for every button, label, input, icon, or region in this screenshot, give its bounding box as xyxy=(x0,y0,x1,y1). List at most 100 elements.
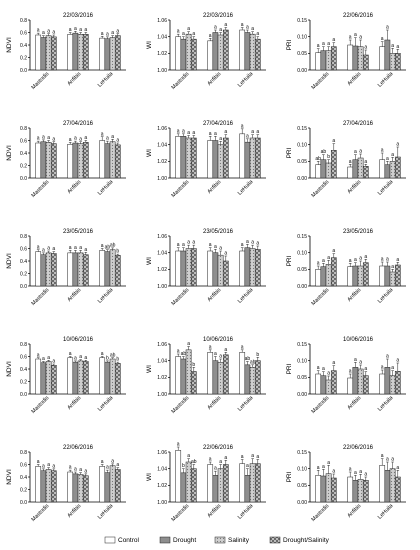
significance-letter: a xyxy=(381,257,384,263)
x-tick-label: Anfibis xyxy=(346,503,362,519)
y-tick-label: 0.00 xyxy=(297,392,307,398)
significance-letter: a xyxy=(396,257,399,263)
legend-swatch xyxy=(214,536,226,544)
significance-letter: a xyxy=(116,28,119,34)
significance-letter: a xyxy=(359,256,362,262)
x-tick-label: Anfibis xyxy=(346,395,362,411)
y-tick-label: 1.00 xyxy=(157,284,167,290)
x-tick-label: LeHuila xyxy=(97,71,115,89)
significance-letter: a xyxy=(52,136,55,142)
significance-letter: a xyxy=(396,44,399,50)
bar xyxy=(222,137,229,179)
significance-letter: a xyxy=(182,31,185,37)
significance-letter: a xyxy=(256,241,259,247)
bar xyxy=(82,254,89,287)
bar xyxy=(99,37,106,71)
significance-letter: a xyxy=(74,467,77,473)
bar xyxy=(217,362,224,395)
significance-letter: ab xyxy=(250,359,256,365)
y-tick-label: 0.10 xyxy=(297,358,307,364)
significance-letter: a xyxy=(322,258,325,264)
significance-letter: a xyxy=(187,453,190,459)
significance-letter: a xyxy=(381,148,384,154)
significance-letter: ab xyxy=(181,351,187,357)
significance-letter: a xyxy=(79,467,82,473)
significance-letter: a xyxy=(364,472,367,478)
y-axis-label: NDVI xyxy=(6,145,13,161)
bar xyxy=(249,463,256,503)
bar xyxy=(244,475,251,503)
significance-letter: a xyxy=(354,149,357,155)
y-tick-label: 0.6 xyxy=(20,138,27,144)
x-tick-label: Mastodis xyxy=(311,503,331,523)
significance-letter: b xyxy=(182,463,185,469)
bar xyxy=(185,137,192,179)
bar xyxy=(394,264,401,287)
significance-letter: a xyxy=(37,352,40,358)
bar xyxy=(244,247,251,287)
legend-label: Control xyxy=(118,537,140,544)
bar xyxy=(222,354,229,395)
bar xyxy=(325,50,332,71)
y-tick-label: 1.04 xyxy=(157,250,167,256)
bar xyxy=(40,470,47,503)
significance-letter: a xyxy=(349,467,352,473)
significance-letter: ab xyxy=(110,352,116,358)
significance-letter: a xyxy=(386,156,389,162)
bar xyxy=(352,265,359,287)
significance-letter: a xyxy=(386,25,389,31)
bar xyxy=(77,143,84,179)
significance-letter: b xyxy=(116,249,119,255)
y-axis-label: PRI xyxy=(286,147,293,158)
bar xyxy=(180,358,187,395)
bar xyxy=(222,260,229,287)
bar xyxy=(104,472,111,503)
bar xyxy=(212,475,219,503)
x-tick-label: Anfibis xyxy=(66,179,82,195)
significance-letter: a xyxy=(327,371,330,377)
bar xyxy=(249,248,256,287)
significance-letter: a xyxy=(327,460,330,466)
bar xyxy=(315,373,322,395)
significance-letter: a xyxy=(332,360,335,366)
significance-letter: ab xyxy=(315,156,321,162)
y-axis-label: NDVI xyxy=(6,253,13,269)
y-tick-label: 1.06 xyxy=(157,18,167,24)
significance-letter: a xyxy=(47,355,50,361)
bar xyxy=(347,166,354,179)
y-tick-label: 0.05 xyxy=(297,483,307,489)
significance-letter: a xyxy=(317,465,320,471)
bar xyxy=(249,137,256,179)
bar xyxy=(40,362,47,395)
significance-letter: a xyxy=(256,31,259,37)
bar xyxy=(190,468,197,503)
significance-letter: a xyxy=(116,462,119,468)
significance-letter: a xyxy=(177,128,180,134)
bar xyxy=(239,250,246,287)
x-tick-label: LeHuila xyxy=(97,503,115,521)
significance-letter: a xyxy=(37,244,40,250)
y-tick-label: 1.04 xyxy=(157,142,167,148)
bar xyxy=(67,144,74,179)
panel-date-title: 23/05/2016 xyxy=(63,229,94,235)
bar xyxy=(315,164,322,179)
panel-date-title: 22/03/2016 xyxy=(63,13,94,19)
significance-letter: a xyxy=(349,159,352,165)
bar xyxy=(67,471,74,503)
significance-letter: a xyxy=(47,246,50,252)
bar xyxy=(207,40,214,71)
significance-letter: a xyxy=(386,457,389,463)
y-tick-label: 0.10 xyxy=(297,142,307,148)
y-tick-label: 0.6 xyxy=(20,30,27,36)
panel-date-title: 27/04/2016 xyxy=(63,121,94,127)
bar xyxy=(104,38,111,71)
significance-letter: a xyxy=(106,465,109,471)
bar xyxy=(114,363,121,395)
bar xyxy=(217,254,224,287)
bar xyxy=(40,141,47,179)
y-tick-label: 0.15 xyxy=(297,18,307,24)
bar xyxy=(384,367,391,395)
